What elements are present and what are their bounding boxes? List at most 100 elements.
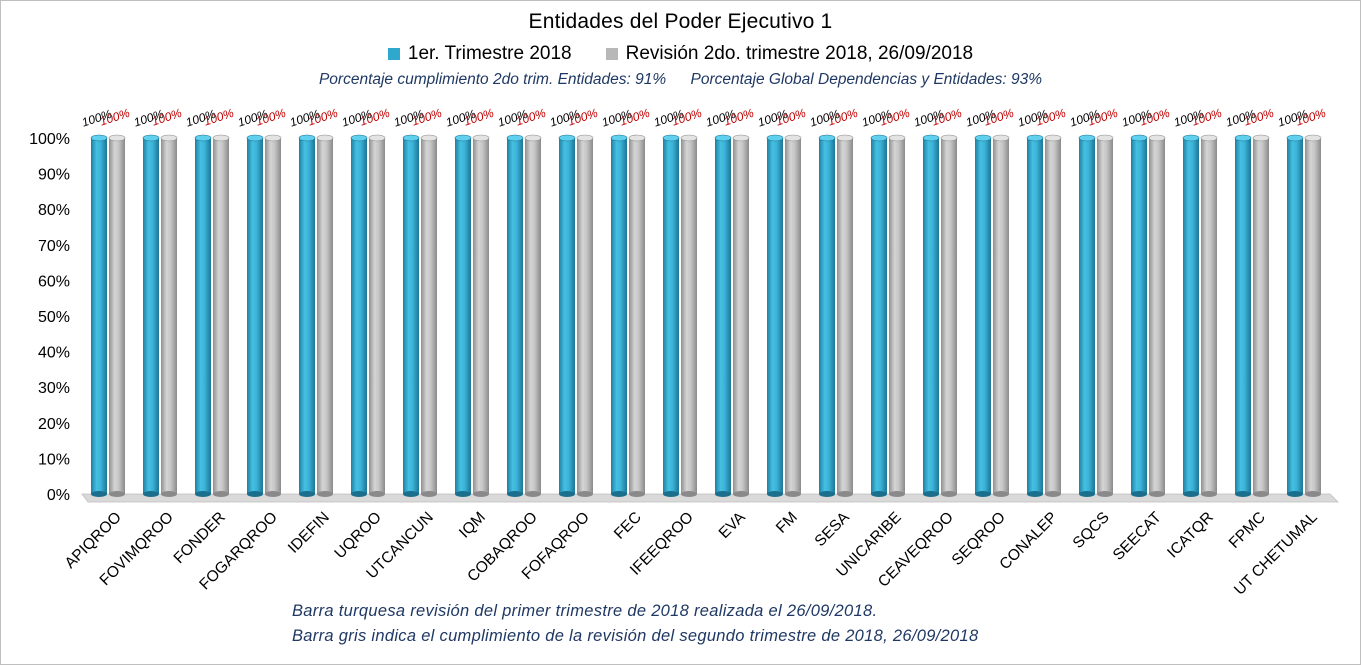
legend-swatch-series-1 <box>387 48 400 60</box>
bar-series-2 <box>837 138 853 494</box>
bar-series-1-cap <box>350 134 368 142</box>
bar-series-2-base <box>109 491 125 497</box>
bar-series-1 <box>819 138 835 494</box>
legend-swatch-series-2 <box>605 48 618 60</box>
x-tick-label: IDEFIN <box>285 509 333 557</box>
bar-series-2-base <box>317 491 333 497</box>
x-tick-label: EVA <box>716 508 750 542</box>
legend-item-series-1: 1er. Trimestre 2018 <box>387 43 572 65</box>
bar-series-2-cap <box>160 134 178 142</box>
bar-series-1-cap <box>402 134 420 142</box>
bar-series-2-cap <box>1096 134 1114 142</box>
bar-series-2-base <box>629 491 645 497</box>
bar-series-1-base <box>1183 491 1199 497</box>
bar-series-2-cap <box>836 134 854 142</box>
bar-series-1-base <box>923 491 939 497</box>
bar-series-2 <box>629 138 645 494</box>
bar-series-1 <box>1079 138 1095 494</box>
bar-series-2 <box>213 138 229 494</box>
x-tick-label: SEECAT <box>1110 508 1165 563</box>
bar-series-2-base <box>213 491 229 497</box>
bar-series-2 <box>889 138 905 494</box>
bar-series-2 <box>1149 138 1165 494</box>
bar-series-1-base <box>247 491 263 497</box>
bar-series-2-base <box>1305 491 1321 497</box>
bar-series-1-cap <box>246 134 264 142</box>
bar-series-2 <box>161 138 177 494</box>
bar-series-1-base <box>559 491 575 497</box>
bar-series-2-cap <box>1304 134 1322 142</box>
bar-series-1 <box>1131 138 1147 494</box>
bar-series-2-base <box>837 491 853 497</box>
x-tick-label: IQM <box>456 509 489 542</box>
bar-series-2-cap <box>1148 134 1166 142</box>
bar-series-2-base <box>993 491 1009 497</box>
bar-series-2 <box>1097 138 1113 494</box>
y-tick-label: 30% <box>38 380 70 397</box>
bar-series-1-base <box>611 491 627 497</box>
bar-series-2-base <box>889 491 905 497</box>
bar-series-2-cap <box>420 134 438 142</box>
bar-series-2 <box>733 138 749 494</box>
bar-series-2 <box>941 138 957 494</box>
x-tick-label: SQCS <box>1070 509 1113 552</box>
bar-series-1-base <box>663 491 679 497</box>
bar-series-1 <box>715 138 731 494</box>
legend-item-series-2: Revisión 2do. trimestre 2018, 26/09/2018 <box>605 43 973 65</box>
x-tick-label: UQROO <box>331 509 384 562</box>
bar-series-1-base <box>715 491 731 497</box>
bar-series-1-base <box>871 491 887 497</box>
bar-series-2 <box>1305 138 1321 494</box>
bar-series-1 <box>871 138 887 494</box>
bar-series-2-cap <box>212 134 230 142</box>
bar-series-1-cap <box>1286 134 1304 142</box>
y-tick-label: 20% <box>38 416 70 433</box>
bar-series-2-base <box>681 491 697 497</box>
bar-series-2-base <box>369 491 385 497</box>
bar-series-2-base <box>1045 491 1061 497</box>
y-tick-label: 90% <box>38 167 70 184</box>
bar-series-1-cap <box>1130 134 1148 142</box>
bar-series-1 <box>507 138 523 494</box>
bar-series-1-base <box>1079 491 1095 497</box>
y-tick-label: 70% <box>38 238 70 255</box>
bar-series-2 <box>993 138 1009 494</box>
bar-series-1-base <box>91 491 107 497</box>
summary-global: Porcentaje Global Dependencias y Entidad… <box>690 71 1043 88</box>
chart-title: Entidades del Poder Ejecutivo 1 <box>528 10 833 33</box>
bar-series-1-cap <box>1078 134 1096 142</box>
bar-series-1-base <box>1235 491 1251 497</box>
footnote-turquoise: Barra turquesa revisión del primer trime… <box>292 602 878 620</box>
bar-series-2 <box>421 138 437 494</box>
bar-series-1 <box>559 138 575 494</box>
bar-series-2-cap <box>732 134 750 142</box>
bar-series-1-cap <box>90 134 108 142</box>
bar-series-1 <box>1183 138 1199 494</box>
bar-series-2-cap <box>1044 134 1062 142</box>
bar-series-2 <box>369 138 385 494</box>
x-tick-label: FM <box>773 509 801 537</box>
bar-series-2-base <box>525 491 541 497</box>
bar-series-2-base <box>733 491 749 497</box>
bar-series-1-cap <box>142 134 160 142</box>
bar-series-1-cap <box>766 134 784 142</box>
bar-series-1-cap <box>922 134 940 142</box>
bar-series-1-base <box>299 491 315 497</box>
bar-series-1-cap <box>1182 134 1200 142</box>
bar-series-2-base <box>1149 491 1165 497</box>
bar-series-1-cap <box>1234 134 1252 142</box>
bar-series-1 <box>299 138 315 494</box>
bar-series-1 <box>923 138 939 494</box>
y-tick-label: 100% <box>29 131 70 148</box>
bar-series-2 <box>525 138 541 494</box>
bar-series-1-cap <box>610 134 628 142</box>
bar-series-1 <box>767 138 783 494</box>
footnote-gray: Barra gris indica el cumplimiento de la … <box>292 627 979 645</box>
bar-series-2-base <box>941 491 957 497</box>
bar-series-2-cap <box>784 134 802 142</box>
bar-series-2-cap <box>108 134 126 142</box>
bar-series-2-cap <box>316 134 334 142</box>
bar-series-1 <box>247 138 263 494</box>
bar-series-1 <box>1235 138 1251 494</box>
